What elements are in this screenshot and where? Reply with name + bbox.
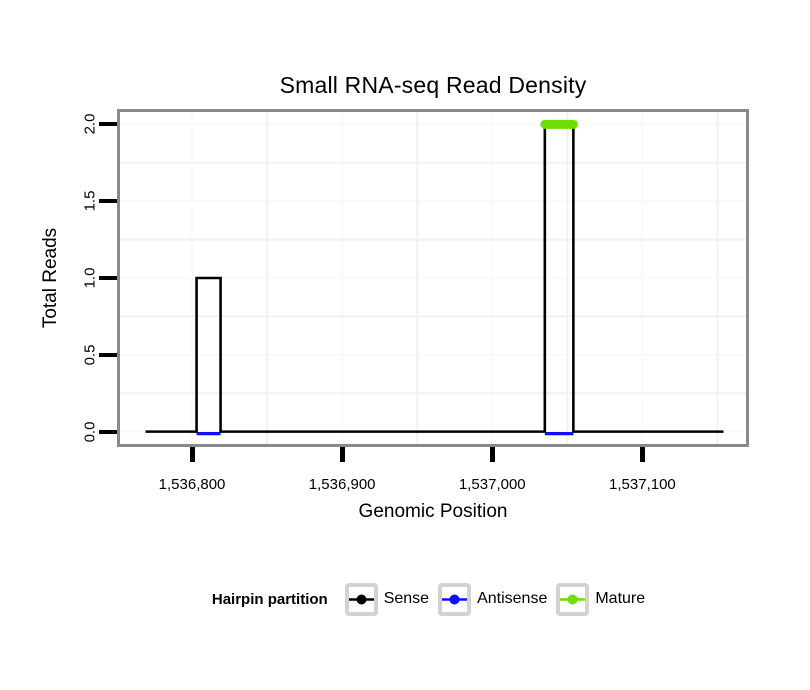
plot-area-svg (117, 109, 749, 447)
legend-label-mature: Mature (595, 590, 646, 607)
legend-item-sense: Sense (344, 582, 430, 616)
mature-line-dot-icon (560, 594, 586, 604)
legend-label-antisense: Antisense (477, 590, 548, 607)
y-tick-mark (99, 199, 117, 204)
y-tick-label: 1.0 (81, 267, 99, 289)
x-tick-label: 1,537,100 (609, 476, 676, 493)
x-tick-mark (639, 447, 645, 462)
legend-label-sense: Sense (383, 590, 430, 607)
x-axis-title: Genomic Position (358, 501, 508, 522)
legend: Hairpin partition Sense Antisense (117, 582, 749, 616)
legend-item-mature: Mature (556, 582, 646, 616)
x-tick-label: 1,536,900 (308, 476, 376, 493)
sense-line-dot-icon (348, 594, 374, 604)
legend-key-box (556, 582, 590, 616)
y-tick-label: 0.0 (81, 421, 99, 443)
sense-read-outline (145, 123, 724, 433)
plot-panel (117, 109, 749, 447)
legend-title: Hairpin partition (211, 590, 328, 608)
x-tick-mark (339, 447, 345, 462)
chart-title: Small RNA-seq Read Density (279, 72, 587, 98)
antisense-line-dot-icon (442, 594, 468, 604)
y-tick-label: 0.5 (81, 344, 99, 366)
legend-item-antisense: Antisense (438, 582, 548, 616)
y-tick-label: 1.5 (81, 190, 99, 212)
y-tick-mark (99, 122, 117, 127)
y-axis-title: Total Reads (40, 227, 61, 329)
x-tick-label: 1,537,000 (458, 476, 526, 493)
y-tick-mark (99, 429, 117, 434)
legend-key-box (438, 582, 472, 616)
y-tick-mark (99, 276, 117, 280)
x-tick-mark (189, 447, 195, 462)
y-tick-label: 2.0 (81, 113, 99, 135)
legend-key-box (344, 582, 378, 616)
y-tick-mark (99, 352, 117, 357)
x-tick-label: 1,536,800 (158, 476, 226, 493)
x-tick-mark (489, 447, 495, 462)
